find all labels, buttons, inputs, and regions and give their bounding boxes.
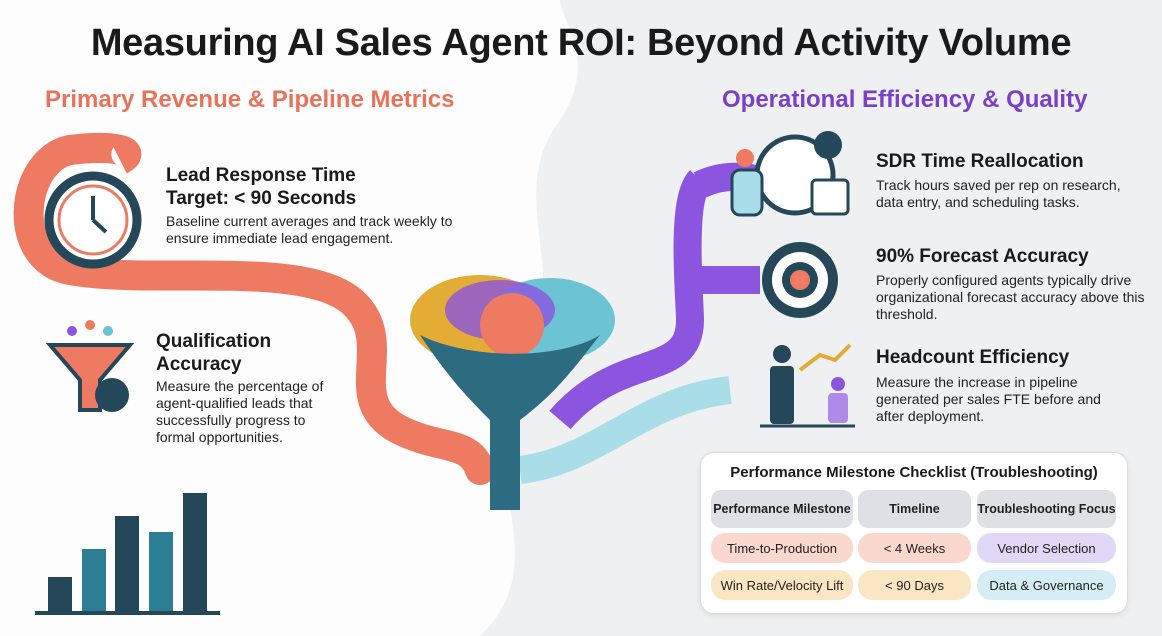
table-title: Performance Milestone Checklist (Trouble… bbox=[730, 464, 1098, 481]
table-header: Timeline bbox=[858, 490, 971, 528]
checklist-panel: Performance Milestone Checklist (Trouble… bbox=[700, 452, 1128, 614]
table-cell: Win Rate/Velocity Lift bbox=[711, 570, 853, 600]
item-title: SDR Time Reallocation bbox=[876, 151, 1084, 172]
item-description: Baseline current averages and track week… bbox=[166, 213, 453, 246]
item-title: 90% Forecast Accuracy bbox=[876, 246, 1089, 267]
item-description: Measure the percentage of agent-qualifie… bbox=[156, 378, 324, 445]
table-cell: Time-to-Production bbox=[711, 533, 853, 563]
right-heading: Operational Efficiency & Quality bbox=[722, 86, 1088, 113]
item-title: Qualification Accuracy bbox=[156, 331, 272, 375]
table-header: Troubleshooting Focus bbox=[977, 490, 1116, 528]
left-heading: Primary Revenue & Pipeline Metrics bbox=[45, 86, 455, 113]
item-title: Lead Response Time bbox=[166, 165, 356, 186]
table-cell: Vendor Selection bbox=[977, 533, 1116, 563]
item-title: Headcount Efficiency bbox=[876, 347, 1070, 368]
item-subtitle: Target: < 90 Seconds bbox=[166, 188, 357, 209]
table-cell: Data & Governance bbox=[977, 570, 1116, 600]
table-cell: < 90 Days bbox=[858, 570, 971, 600]
table-header: Performance Milestone bbox=[711, 490, 853, 528]
item-description: Track hours saved per rep on research, d… bbox=[876, 177, 1121, 210]
item-description: Measure the increase in pipeline generat… bbox=[876, 374, 1101, 424]
item-description: Properly configured agents typically dri… bbox=[876, 272, 1145, 322]
title: Measuring AI Sales Agent ROI: Beyond Act… bbox=[90, 22, 1072, 64]
table-cell: < 4 Weeks bbox=[858, 533, 971, 563]
